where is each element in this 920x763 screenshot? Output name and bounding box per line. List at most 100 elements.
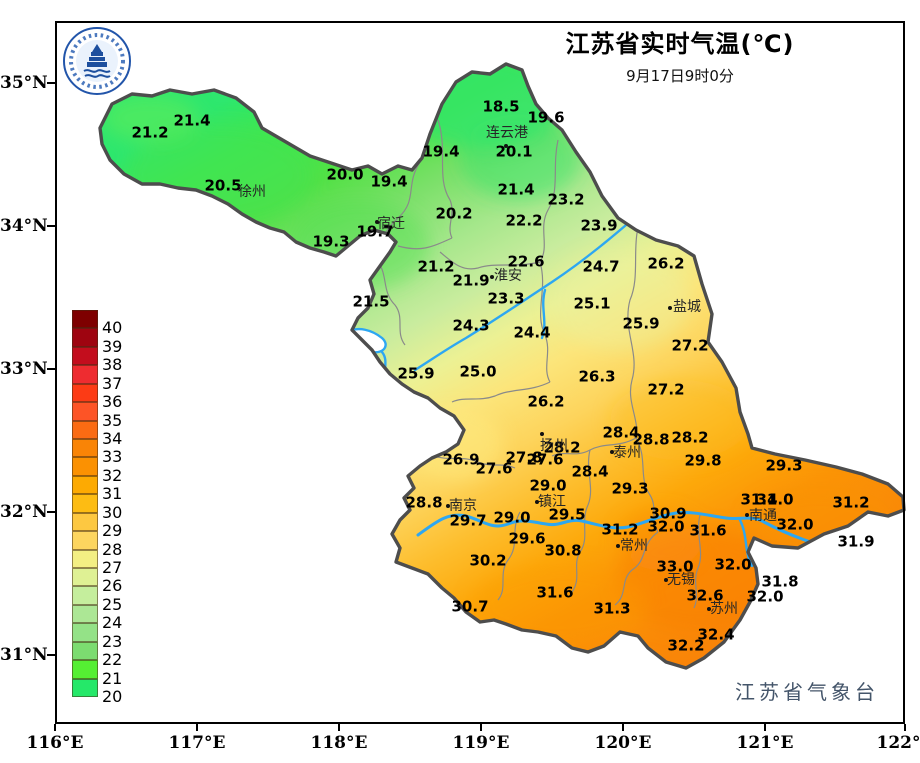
y-axis-tick-label: 34°N bbox=[0, 216, 48, 236]
temperature-value-label: 19.6 bbox=[527, 108, 565, 127]
legend-value-label: 20 bbox=[102, 687, 123, 707]
legend-color-swatch bbox=[72, 346, 98, 366]
x-axis-tick bbox=[338, 724, 340, 731]
legend-value-label: 33 bbox=[102, 447, 123, 467]
city-name-label: 泰州 bbox=[613, 445, 641, 461]
temperature-value-label: 26.9 bbox=[442, 450, 480, 469]
legend-color-swatch bbox=[72, 512, 98, 532]
legend-value-label: 23 bbox=[102, 631, 123, 651]
temperature-value-label: 27.6 bbox=[526, 450, 564, 469]
temperature-value-label: 31.6 bbox=[536, 583, 574, 602]
temperature-value-label: 32.0 bbox=[746, 587, 784, 606]
rivers bbox=[346, 204, 904, 568]
temperature-value-label: 32.0 bbox=[647, 517, 685, 536]
temperature-value-label: 21.5 bbox=[352, 292, 390, 311]
legend-value-label: 31 bbox=[102, 484, 123, 504]
legend-color-swatch bbox=[72, 568, 98, 587]
temperature-value-label: 21.4 bbox=[173, 111, 211, 130]
temperature-value-label: 29.3 bbox=[765, 456, 803, 475]
temperature-value-label: 21.9 bbox=[452, 271, 490, 290]
city-name-label: 南京 bbox=[449, 498, 477, 514]
legend-value-label: 37 bbox=[102, 373, 123, 393]
legend-value-label: 26 bbox=[102, 576, 123, 596]
legend-value-label: 27 bbox=[102, 558, 123, 578]
legend-color-swatch bbox=[72, 494, 98, 513]
temperature-value-label: 27.2 bbox=[671, 336, 709, 355]
temperature-value-label: 23.9 bbox=[580, 216, 618, 235]
legend-value-label: 24 bbox=[102, 613, 123, 633]
plot-frame bbox=[55, 21, 905, 724]
temperature-fill bbox=[98, 62, 906, 670]
temperature-value-label: 31.4 bbox=[740, 490, 778, 509]
legend-color-swatch bbox=[72, 641, 98, 661]
legend-value-label: 35 bbox=[102, 410, 123, 430]
temperature-value-label: 29.7 bbox=[449, 511, 487, 530]
city-name-label: 扬州 bbox=[540, 438, 568, 454]
temperature-value-label: 26.2 bbox=[647, 254, 685, 273]
city-name-label: 徐州 bbox=[238, 184, 266, 200]
legend-color-swatch bbox=[72, 310, 98, 329]
x-axis-tick-label: 121°E bbox=[736, 733, 794, 753]
x-axis-tick bbox=[196, 724, 198, 731]
legend-value-label: 29 bbox=[102, 521, 123, 541]
temperature-value-label: 31.9 bbox=[837, 532, 875, 551]
city-marker-dot bbox=[375, 220, 379, 224]
city-marker-dot bbox=[490, 275, 494, 279]
temperature-value-label: 22.6 bbox=[507, 252, 545, 271]
temperature-value-label: 31.6 bbox=[689, 521, 727, 540]
temperature-value-label: 29.0 bbox=[529, 476, 567, 495]
temperature-value-label: 20.2 bbox=[435, 204, 473, 223]
legend-color-swatch bbox=[72, 586, 98, 605]
legend-color-swatch bbox=[72, 531, 98, 550]
temperature-value-label: 32.4 bbox=[697, 625, 735, 644]
x-axis-tick-label: 119°E bbox=[452, 733, 510, 753]
province-outline bbox=[98, 62, 906, 670]
temperature-value-label: 21.2 bbox=[131, 123, 169, 142]
temperature-value-label: 32.6 bbox=[686, 586, 724, 605]
city-name-label: 无锡 bbox=[667, 572, 695, 588]
temperature-value-label: 27.2 bbox=[647, 380, 685, 399]
map-subtitle: 9月17日9时0分 bbox=[626, 67, 734, 85]
temperature-value-label: 28.8 bbox=[632, 430, 670, 449]
temperature-value-label: 31.2 bbox=[832, 493, 870, 512]
legend-value-label: 21 bbox=[102, 668, 123, 688]
legend-color-swatch bbox=[72, 439, 98, 458]
temperature-value-label: 25.0 bbox=[459, 362, 497, 381]
y-axis-tick bbox=[47, 654, 55, 656]
city-name-label: 常州 bbox=[620, 538, 648, 554]
temperature-value-label: 28.2 bbox=[671, 428, 709, 447]
temperature-value-label: 30.7 bbox=[451, 597, 489, 616]
legend-value-label: 40 bbox=[102, 318, 123, 338]
temperature-value-label: 19.4 bbox=[422, 142, 460, 161]
temperature-value-label: 28.4 bbox=[571, 462, 609, 481]
city-marker-dot bbox=[504, 144, 508, 148]
city-marker-dot bbox=[664, 578, 668, 582]
city-marker-dot bbox=[446, 504, 450, 508]
temperature-value-label: 18.5 bbox=[482, 97, 520, 116]
title-block: 江苏省实时气温(℃) 9月17日9时0分 bbox=[460, 24, 900, 86]
temperature-value-label: 31.8 bbox=[761, 572, 799, 591]
legend-value-label: 32 bbox=[102, 465, 123, 485]
y-axis-tick bbox=[47, 82, 55, 84]
agency-watermark: 江苏省气象台 bbox=[735, 680, 879, 704]
x-axis-tick bbox=[622, 724, 624, 731]
legend-value-label: 39 bbox=[102, 336, 123, 356]
temperature-value-label: 28.4 bbox=[602, 423, 640, 442]
legend-color-swatch bbox=[72, 660, 98, 679]
legend-value-label: 22 bbox=[102, 650, 123, 670]
city-name-label: 连云港 bbox=[486, 125, 528, 141]
map-title: 江苏省实时气温(℃) bbox=[565, 30, 795, 58]
city-name-label: 盐城 bbox=[673, 299, 701, 315]
legend-value-label: 36 bbox=[102, 392, 123, 412]
temperature-value-label: 33.0 bbox=[656, 557, 694, 576]
temperature-value-label: 32.0 bbox=[776, 515, 814, 534]
temperature-value-label: 30.9 bbox=[649, 504, 687, 523]
city-marker-dot bbox=[745, 513, 749, 517]
legend-color-swatch bbox=[72, 383, 98, 403]
legend-color-swatch bbox=[72, 328, 98, 347]
x-axis-tick-label: 122°E bbox=[876, 733, 920, 753]
x-axis-tick bbox=[904, 724, 906, 731]
temperature-value-label: 28.2 bbox=[543, 438, 581, 457]
